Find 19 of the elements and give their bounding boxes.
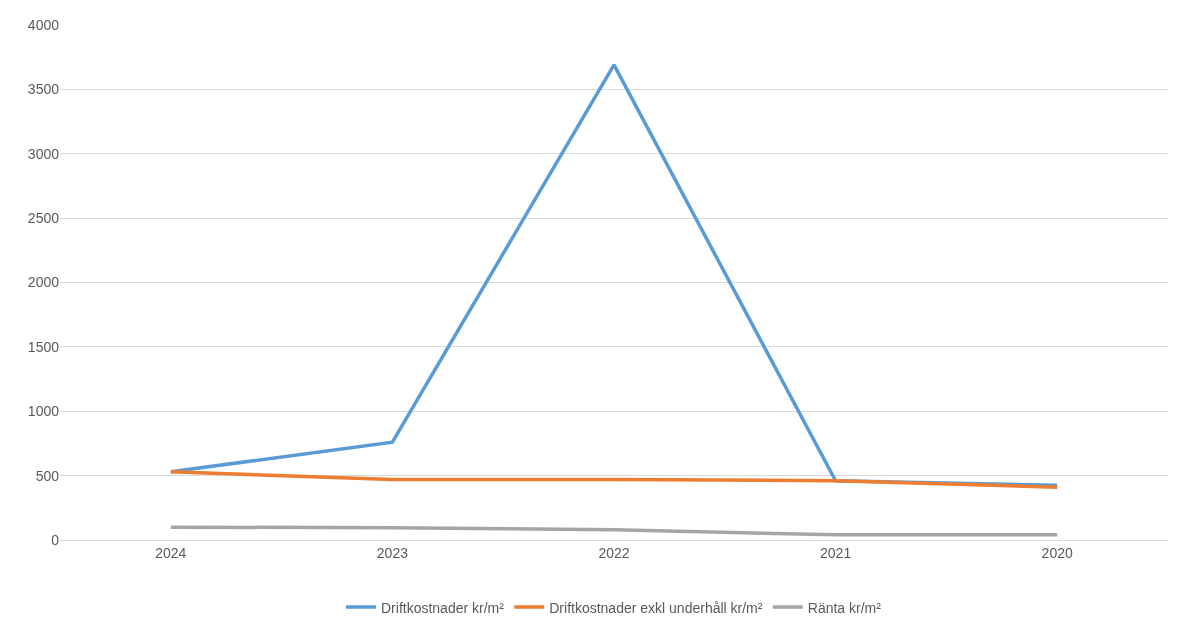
y-tick-label: 0 <box>51 531 60 548</box>
y-tick-label: 1500 <box>27 338 60 355</box>
x-tick-label: 2020 <box>1041 544 1073 561</box>
line-series <box>169 470 1059 489</box>
y-tick-label: 1000 <box>27 403 60 420</box>
line-series <box>169 525 1059 537</box>
y-tick-label: 3500 <box>27 81 60 98</box>
x-tick-label: 2024 <box>155 544 187 561</box>
legend-label: Driftkostnader exkl underhåll kr/m² <box>549 599 763 616</box>
y-tick-label: 2000 <box>27 274 60 291</box>
x-tick-label: 2022 <box>598 544 630 561</box>
legend-label: Ränta kr/m² <box>807 599 882 616</box>
y-tick-label: 2500 <box>27 210 60 227</box>
legend-label: Driftkostnader kr/m² <box>381 599 505 616</box>
y-tick-label: 500 <box>35 467 60 484</box>
y-tick-label: 3000 <box>27 145 60 162</box>
y-tick-label: 4000 <box>27 16 60 33</box>
x-tick-label: 2023 <box>376 544 409 561</box>
x-tick-label: 2021 <box>820 544 852 561</box>
